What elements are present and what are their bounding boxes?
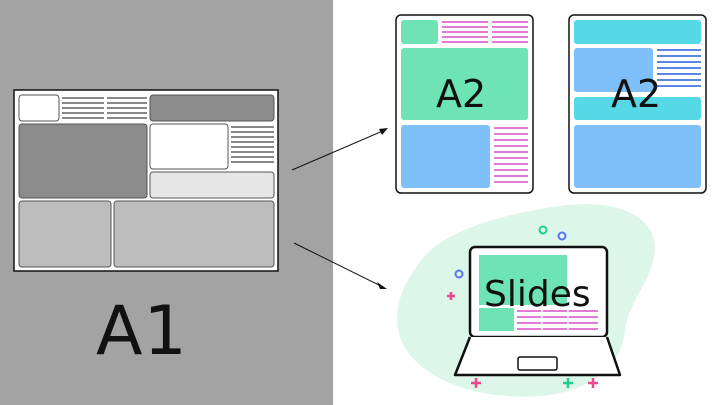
a2-portrait-right [568, 14, 707, 194]
plus-icon [588, 378, 598, 388]
plus-icon [447, 292, 455, 300]
a2-left-label: A2 [436, 72, 487, 116]
plus-icon [471, 378, 481, 388]
decorative-shapes [447, 225, 598, 388]
arrow-to-a2 [291, 128, 388, 171]
laptop-icon [453, 245, 622, 377]
circle-icon [557, 231, 567, 241]
a2-portrait-left [395, 14, 534, 194]
circle-icon [538, 225, 548, 235]
slides-label: Slides [484, 274, 591, 315]
a1-poster [13, 89, 279, 272]
plus-icon [563, 378, 573, 388]
a1-label: A1 [96, 292, 188, 371]
arrow-to-slides [293, 242, 387, 289]
a2-right-label: A2 [611, 72, 662, 116]
circle-icon [454, 269, 464, 279]
